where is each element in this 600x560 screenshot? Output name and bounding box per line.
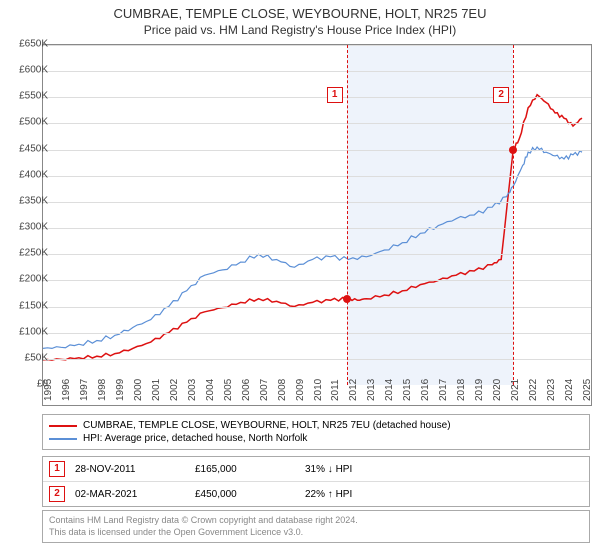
- gridline: [43, 333, 591, 334]
- gridline: [43, 359, 591, 360]
- row-pct: 22% ↑ HPI: [305, 489, 405, 500]
- y-tick-label: £50K: [8, 352, 48, 363]
- footer-line-1: Contains HM Land Registry data © Crown c…: [49, 515, 583, 527]
- annotation-marker: 2: [493, 87, 509, 103]
- legend-item: HPI: Average price, detached house, Nort…: [49, 432, 583, 445]
- series-line: [43, 147, 582, 348]
- chart-subtitle: Price paid vs. HM Land Registry's House …: [0, 21, 600, 41]
- chart-area: 1995199619971998199920002001200220032004…: [42, 44, 592, 406]
- y-tick-label: £250K: [8, 248, 48, 259]
- y-tick-label: £350K: [8, 195, 48, 206]
- annotation-marker: 1: [327, 87, 343, 103]
- y-tick-label: £300K: [8, 222, 48, 233]
- gridline: [43, 71, 591, 72]
- footer-line-2: This data is licensed under the Open Gov…: [49, 527, 583, 539]
- data-point: [509, 146, 517, 154]
- y-tick-label: £450K: [8, 143, 48, 154]
- chart-title: CUMBRAE, TEMPLE CLOSE, WEYBOURNE, HOLT, …: [0, 0, 600, 21]
- plot-area: 1995199619971998199920002001200220032004…: [43, 45, 591, 385]
- y-tick-label: £150K: [8, 300, 48, 311]
- legend-swatch: [49, 438, 77, 440]
- table-row: 2 02-MAR-2021 £450,000 22% ↑ HPI: [43, 481, 589, 506]
- y-tick-label: £550K: [8, 91, 48, 102]
- gridline: [43, 280, 591, 281]
- chart-container: CUMBRAE, TEMPLE CLOSE, WEYBOURNE, HOLT, …: [0, 0, 600, 560]
- event-vline: [347, 45, 348, 385]
- gridline: [43, 123, 591, 124]
- row-price: £450,000: [195, 489, 295, 500]
- y-tick-label: £200K: [8, 274, 48, 285]
- y-tick-label: £0: [8, 379, 48, 390]
- y-tick-label: £400K: [8, 169, 48, 180]
- row-marker: 1: [49, 461, 65, 477]
- data-point: [343, 295, 351, 303]
- row-pct: 31% ↓ HPI: [305, 464, 405, 475]
- data-table: 1 28-NOV-2011 £165,000 31% ↓ HPI 2 02-MAR-202…: [42, 456, 590, 507]
- event-vline: [513, 45, 514, 385]
- legend-label: CUMBRAE, TEMPLE CLOSE, WEYBOURNE, HOLT, …: [83, 420, 451, 431]
- row-marker: 2: [49, 486, 65, 502]
- legend-label: HPI: Average price, detached house, Nort…: [83, 433, 307, 444]
- legend-item: CUMBRAE, TEMPLE CLOSE, WEYBOURNE, HOLT, …: [49, 419, 583, 432]
- footer: Contains HM Land Registry data © Crown c…: [42, 510, 590, 543]
- legend: CUMBRAE, TEMPLE CLOSE, WEYBOURNE, HOLT, …: [42, 414, 590, 450]
- row-date: 28-NOV-2011: [75, 464, 185, 475]
- y-tick-label: £600K: [8, 65, 48, 76]
- gridline: [43, 176, 591, 177]
- y-tick-label: £650K: [8, 39, 48, 50]
- gridline: [43, 228, 591, 229]
- row-date: 02-MAR-2021: [75, 489, 185, 500]
- gridline: [43, 254, 591, 255]
- legend-swatch: [49, 425, 77, 427]
- y-tick-label: £500K: [8, 117, 48, 128]
- y-tick-label: £100K: [8, 326, 48, 337]
- gridline: [43, 45, 591, 46]
- table-row: 1 28-NOV-2011 £165,000 31% ↓ HPI: [43, 457, 589, 481]
- row-price: £165,000: [195, 464, 295, 475]
- gridline: [43, 202, 591, 203]
- gridline: [43, 307, 591, 308]
